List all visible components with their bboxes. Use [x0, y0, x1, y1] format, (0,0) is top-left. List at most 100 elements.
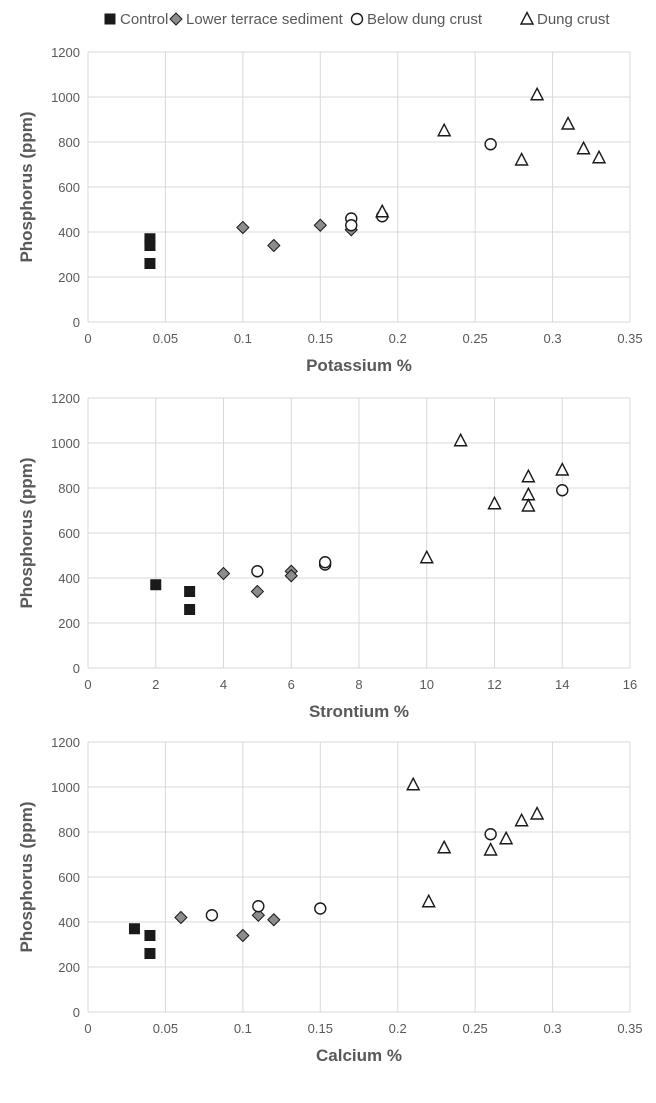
x-tick-label: 6	[288, 677, 295, 692]
legend-marker-dung-crust	[519, 10, 535, 25]
legend-graphic: Control Lower terrace sediment Below dung …	[104, 10, 610, 28]
x-tick-label: 0	[84, 331, 91, 346]
data-point-below-dung-crust	[252, 900, 265, 913]
y-tick-label: 1200	[51, 391, 80, 406]
y-tick-label: 1000	[51, 780, 80, 795]
data-point-control	[184, 586, 196, 597]
y-tick-label: 0	[73, 315, 80, 330]
y-tick-label: 400	[58, 571, 80, 586]
data-point-below-dung-crust	[556, 484, 569, 497]
data-point-dung-crust	[453, 432, 468, 447]
data-point-dung-crust	[498, 830, 514, 845]
y-tick-label: 1000	[51, 436, 80, 451]
data-point-dung-crust	[555, 461, 570, 476]
x-axis-title: Strontium %	[309, 702, 409, 721]
x-tick-label: 8	[355, 677, 362, 692]
x-tick-label: 14	[555, 677, 569, 692]
series-lower-terrace-sediment	[174, 908, 281, 943]
legend-label-control: Control	[120, 11, 168, 28]
legend-marker-below-dung-crust	[350, 12, 364, 26]
y-tick-label: 800	[58, 135, 80, 150]
charts-container: 0 200 400 600 800 1000 1200 0 0.05 0.1 0.15 0.2 0.25…	[0, 32, 656, 1098]
data-point-dung-crust	[514, 812, 529, 827]
data-point-dung-crust	[375, 203, 390, 218]
data-point-lower-terrace-sediment	[216, 566, 231, 581]
chart-3: 0 200 400 600 800 1000 1200 0 0.05 0.1 0.15 0.2 0.25…	[17, 735, 643, 1065]
series-lower-terrace-sediment	[236, 218, 358, 253]
x-tick-label: 0	[84, 1021, 91, 1036]
series-control	[128, 923, 156, 959]
data-point-dung-crust	[487, 495, 502, 510]
data-point-control	[144, 930, 156, 941]
data-point-below-dung-crust	[251, 565, 264, 578]
x-tick-label: 0.2	[389, 1021, 407, 1036]
x-tick-label: 0.2	[389, 331, 407, 346]
data-point-dung-crust	[521, 468, 536, 483]
data-point-dung-crust	[591, 149, 607, 164]
chart-2: 0 200 400 600 800 1000 1200 0 2 4 6 8 10 12 14 16 Stront…	[17, 391, 637, 721]
data-point-lower-terrace-sediment	[236, 928, 250, 943]
x-axis-title: Calcium %	[316, 1046, 402, 1065]
data-point-dung-crust	[437, 839, 452, 854]
data-point-control	[184, 604, 196, 615]
data-point-lower-terrace-sediment	[267, 238, 281, 253]
data-point-lower-terrace-sediment	[284, 569, 298, 583]
legend-label-dung-crust: Dung crust	[537, 11, 610, 28]
series-dung-crust	[406, 776, 545, 908]
legend-label-lower-terrace-sediment: Lower terrace sediment	[186, 11, 344, 28]
x-tick-label: 2	[152, 677, 159, 692]
data-point-below-dung-crust	[314, 902, 327, 915]
y-tick-label: 1200	[51, 735, 80, 750]
data-point-dung-crust	[529, 805, 545, 820]
y-tick-label: 600	[58, 870, 80, 885]
y-tick-label: 800	[58, 825, 80, 840]
data-point-dung-crust	[576, 140, 591, 155]
data-point-control	[144, 948, 156, 959]
x-axis-title: Potassium %	[306, 356, 412, 375]
legend-marker-lower-terrace-sediment	[169, 12, 183, 26]
legend-label-below-dung-crust: Below dung crust	[367, 11, 483, 28]
x-tick-label: 12	[487, 677, 501, 692]
x-tick-label: 0.15	[308, 331, 333, 346]
data-point-lower-terrace-sediment	[174, 910, 188, 925]
series-dung-crust	[419, 432, 570, 564]
series-below-dung-crust	[205, 828, 497, 922]
x-tick-label: 0.3	[544, 1021, 562, 1036]
data-point-control	[144, 240, 156, 251]
y-tick-label: 1000	[51, 90, 80, 105]
y-tick-label: 800	[58, 481, 80, 496]
x-tick-label: 0.3	[544, 331, 562, 346]
series-below-dung-crust	[251, 484, 569, 578]
chart-1: 0 200 400 600 800 1000 1200 0 0.05 0.1 0.15 0.2 0.25…	[17, 45, 643, 375]
data-point-dung-crust	[421, 893, 436, 908]
x-tick-label: 0.15	[308, 1021, 333, 1036]
legend-marker-control	[104, 13, 116, 25]
data-point-control	[150, 579, 162, 591]
data-point-below-dung-crust	[484, 138, 497, 151]
x-tick-label: 0.25	[462, 1021, 487, 1036]
data-point-lower-terrace-sediment	[313, 218, 327, 232]
series-control	[144, 233, 156, 269]
data-point-below-dung-crust	[318, 556, 332, 569]
x-tick-label: 0.35	[617, 1021, 642, 1036]
x-tick-label: 16	[623, 677, 637, 692]
y-tick-label: 600	[58, 180, 80, 195]
y-tick-label: 200	[58, 960, 80, 975]
data-point-lower-terrace-sediment	[267, 913, 281, 927]
x-tick-label: 0.05	[153, 1021, 178, 1036]
series-control	[150, 579, 196, 615]
data-point-dung-crust	[529, 86, 545, 101]
x-tick-label: 4	[220, 677, 227, 692]
x-tick-label: 0	[84, 677, 91, 692]
y-axis-title: Phosphorus (ppm)	[17, 801, 36, 952]
data-point-below-dung-crust	[205, 909, 219, 922]
y-tick-label: 200	[58, 270, 80, 285]
data-point-control	[144, 258, 156, 269]
y-tick-label: 1200	[51, 45, 80, 60]
data-point-lower-terrace-sediment	[251, 908, 266, 922]
data-point-dung-crust	[560, 115, 576, 130]
y-tick-label: 0	[73, 661, 80, 676]
data-point-dung-crust	[514, 151, 529, 166]
y-axis-title: Phosphorus (ppm)	[17, 457, 36, 608]
